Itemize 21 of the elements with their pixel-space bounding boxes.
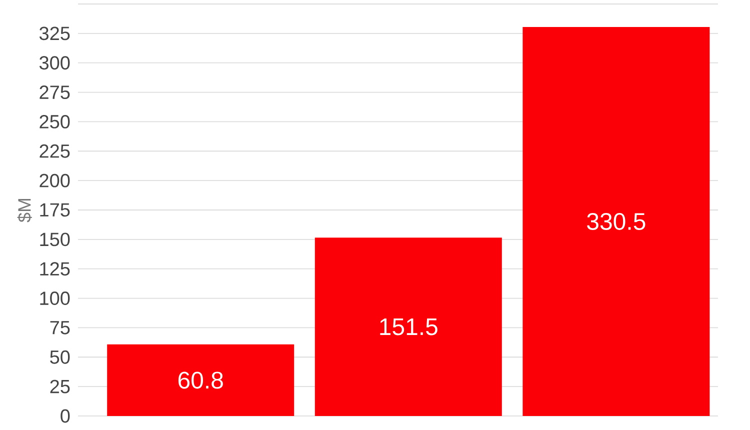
- y-axis-title: $M: [17, 198, 32, 222]
- y-tick-label: 175: [40, 203, 70, 217]
- y-tick-label: 100: [40, 292, 70, 305]
- y-tick-label: 200: [40, 174, 70, 188]
- bar: [314, 238, 502, 416]
- y-tick-label: 250: [40, 114, 70, 128]
- y-tick-label: 325: [39, 26, 70, 40]
- y-tick-label: 50: [50, 350, 70, 364]
- y-tick-label: 75: [50, 321, 70, 334]
- data-label: 151.5: [380, 318, 438, 336]
- y-tick-label: 225: [40, 144, 70, 158]
- y-tick-label: 275: [40, 86, 70, 100]
- data-label: 60.8: [178, 372, 223, 389]
- y-tick-label: 25: [50, 380, 70, 394]
- data-label: 330.5: [587, 212, 646, 230]
- bar: [107, 344, 294, 416]
- bar: [522, 26, 710, 416]
- y-tick-label: 0: [60, 409, 70, 423]
- y-tick-label: 300: [39, 56, 70, 70]
- y-tick-label: 150: [40, 232, 70, 246]
- y-tick-label: 125: [40, 262, 70, 276]
